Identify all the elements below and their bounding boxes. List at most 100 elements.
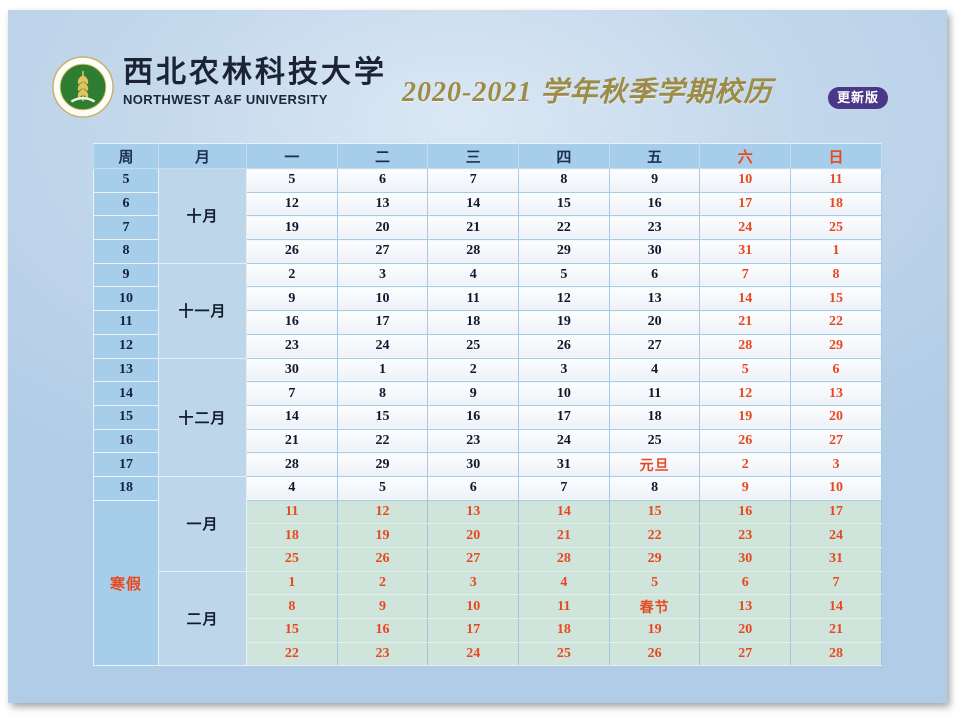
day-cell: 17 xyxy=(790,499,882,525)
calendar-week-row: 14 7 8 9 10 11 12 13 xyxy=(93,381,882,406)
holiday-cell: 春节 xyxy=(608,594,701,620)
day-cell: 16 xyxy=(608,191,701,217)
day-cell: 28 xyxy=(427,239,520,264)
calendar-week-row: 6 12 13 14 15 16 17 18 xyxy=(93,191,882,217)
day-cell: 22 xyxy=(790,310,882,335)
day-cell: 15 xyxy=(790,286,882,312)
day-cell: 6 xyxy=(427,475,520,501)
day-cell: 27 xyxy=(608,333,701,359)
day-cell: 25 xyxy=(608,428,701,454)
week-number-cell: 9 xyxy=(93,262,159,288)
column-header: 六 xyxy=(699,143,792,169)
day-cell: 15 xyxy=(246,618,338,643)
day-cell: 27 xyxy=(699,641,792,667)
day-cell: 3 xyxy=(518,357,610,383)
day-cell: 19 xyxy=(518,310,610,335)
calendar-header-row: 周月一二三四五六日 xyxy=(93,143,882,169)
column-header: 一 xyxy=(246,143,338,169)
day-cell: 4 xyxy=(427,262,520,288)
day-cell: 4 xyxy=(518,570,610,596)
day-cell: 19 xyxy=(246,215,338,241)
day-cell: 19 xyxy=(608,618,701,643)
day-cell: 14 xyxy=(246,404,338,430)
day-cell: 27 xyxy=(427,547,520,572)
day-cell: 2 xyxy=(427,357,520,383)
day-cell: 7 xyxy=(518,475,610,501)
day-cell: 31 xyxy=(699,239,792,264)
month-cell: 十一月 xyxy=(158,262,247,359)
day-cell: 24 xyxy=(427,641,520,667)
day-cell: 10 xyxy=(427,594,520,620)
university-name-en: NORTHWEST A&F UNIVERSITY xyxy=(123,92,328,107)
day-cell: 6 xyxy=(336,168,429,193)
column-header: 五 xyxy=(608,143,701,169)
day-cell: 5 xyxy=(336,475,429,501)
column-header: 月 xyxy=(158,143,247,169)
day-cell: 15 xyxy=(336,404,429,430)
day-cell: 21 xyxy=(790,618,882,643)
day-cell: 29 xyxy=(608,547,701,572)
day-cell: 5 xyxy=(699,357,792,383)
day-cell: 1 xyxy=(336,357,429,383)
month-cell: 十二月 xyxy=(158,357,247,477)
day-cell: 1 xyxy=(246,570,338,596)
day-cell: 20 xyxy=(608,310,701,335)
day-cell: 14 xyxy=(427,191,520,217)
page-title: 2020-2021 学年秋季学期校历 xyxy=(402,77,773,108)
day-cell: 10 xyxy=(790,475,882,501)
day-cell: 28 xyxy=(246,452,338,477)
day-cell: 17 xyxy=(427,618,520,643)
day-cell: 11 xyxy=(518,594,610,620)
calendar-week-row: 12 23 24 25 26 27 28 29 xyxy=(93,333,882,359)
day-cell: 10 xyxy=(699,168,792,193)
day-cell: 6 xyxy=(790,357,882,383)
day-cell: 12 xyxy=(518,286,610,312)
day-cell: 26 xyxy=(246,239,338,264)
calendar-week-row: 11 16 17 18 19 20 21 22 xyxy=(93,310,882,335)
day-cell: 10 xyxy=(518,381,610,406)
day-cell: 20 xyxy=(699,618,792,643)
university-name-cn: 西北农林科技大学 xyxy=(123,56,387,89)
week-number-cell: 16 xyxy=(93,428,159,454)
day-cell: 31 xyxy=(790,547,882,572)
week-number-cell: 11 xyxy=(93,310,159,335)
day-cell: 12 xyxy=(336,499,429,525)
day-cell: 9 xyxy=(427,381,520,406)
day-cell: 16 xyxy=(427,404,520,430)
week-number-cell: 14 xyxy=(93,381,159,406)
day-cell: 7 xyxy=(699,262,792,288)
week-number-cell: 15 xyxy=(93,404,159,430)
day-cell: 13 xyxy=(336,191,429,217)
slide-background: 西北农林科技大学 NORTHWEST A&F UNIVERSITY 2020-2… xyxy=(8,10,947,703)
day-cell: 30 xyxy=(699,547,792,572)
day-cell: 16 xyxy=(699,499,792,525)
day-cell: 14 xyxy=(790,594,882,620)
day-cell: 18 xyxy=(246,523,338,548)
day-cell: 10 xyxy=(336,286,429,312)
university-name-block: 西北农林科技大学 NORTHWEST A&F UNIVERSITY xyxy=(123,56,387,107)
week-number-cell: 17 xyxy=(93,452,159,477)
day-cell: 23 xyxy=(336,641,429,667)
day-cell: 21 xyxy=(246,428,338,454)
column-header: 二 xyxy=(336,143,429,169)
day-cell: 17 xyxy=(518,404,610,430)
day-cell: 24 xyxy=(790,523,882,548)
column-header: 四 xyxy=(518,143,610,169)
day-cell: 5 xyxy=(518,262,610,288)
month-cell: 二月 xyxy=(158,570,247,667)
day-cell: 5 xyxy=(608,570,701,596)
day-cell: 15 xyxy=(608,499,701,525)
day-cell: 13 xyxy=(427,499,520,525)
day-cell: 25 xyxy=(427,333,520,359)
week-number-cell: 7 xyxy=(93,215,159,241)
day-cell: 11 xyxy=(246,499,338,525)
university-seal-wheat-icon xyxy=(52,56,114,118)
calendar-week-row: 18 一月 4 5 6 7 8 9 10 xyxy=(93,475,882,572)
week-number-cell: 13 xyxy=(93,357,159,383)
column-header: 三 xyxy=(427,143,520,169)
day-cell: 25 xyxy=(246,547,338,572)
day-cell: 16 xyxy=(246,310,338,335)
day-cell: 27 xyxy=(336,239,429,264)
day-cell: 14 xyxy=(518,499,610,525)
week-number-cell: 12 xyxy=(93,333,159,359)
